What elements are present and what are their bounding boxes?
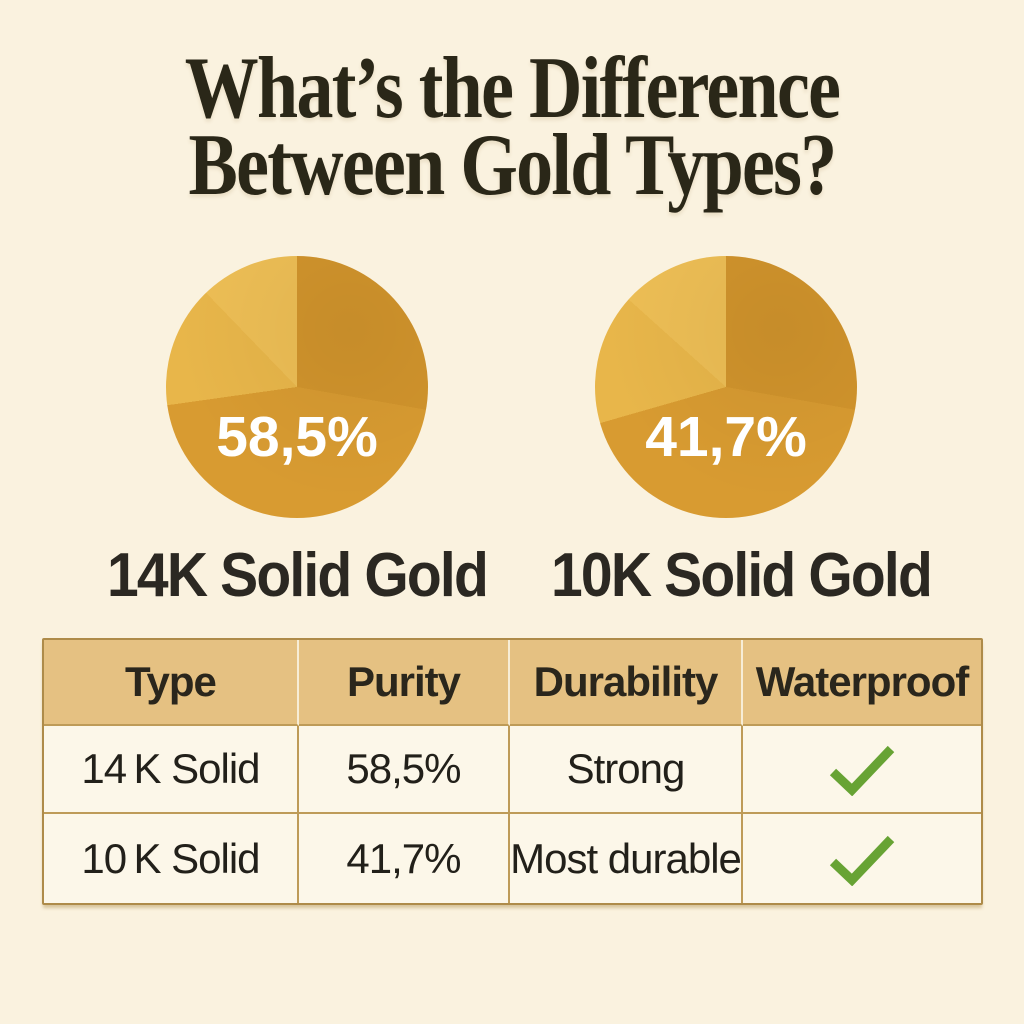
table-header-purity: Purity	[298, 640, 510, 726]
pie-chart-10k-gold: 41,7%	[595, 256, 857, 518]
table-cell-row1-type: 14 K Solid	[44, 726, 299, 814]
table-cell-row2-waterproof	[743, 814, 981, 903]
page-title-line1: What’s the Difference	[184, 40, 841, 137]
pie-caption-10k: 10K Solid Gold	[551, 541, 933, 610]
checkmark-icon	[829, 745, 895, 796]
gold-comparison-table: Type Purity Durability Waterproof 14 K S…	[42, 638, 983, 905]
table-cell-row2-durability: Most durable	[510, 814, 744, 903]
table-cell-row1-durability: Strong	[510, 726, 744, 814]
table-cell-row2-type: 10 K Solid	[44, 814, 299, 903]
pie-percentage-label-10k: 41,7%	[645, 405, 807, 469]
pie-chart-14k-gold: 58,5%	[166, 256, 428, 518]
page-title-line2: Between Gold Types?	[188, 117, 837, 214]
table-cell-row1-waterproof	[743, 726, 981, 814]
page-title: What’s the Difference Between Gold Types?	[82, 45, 942, 210]
checkmark-icon	[829, 835, 895, 886]
table-header-durability: Durability	[510, 640, 744, 726]
table-cell-row1-purity: 58,5%	[298, 726, 510, 814]
pie-percentage-label-14k: 58,5%	[216, 405, 378, 469]
table-cell-row2-purity: 41,7%	[299, 814, 510, 903]
table-header-waterproof: Waterproof	[743, 640, 981, 726]
pie-caption-14k: 14K Solid Gold	[107, 541, 489, 610]
table-header-type: Type	[44, 640, 299, 726]
